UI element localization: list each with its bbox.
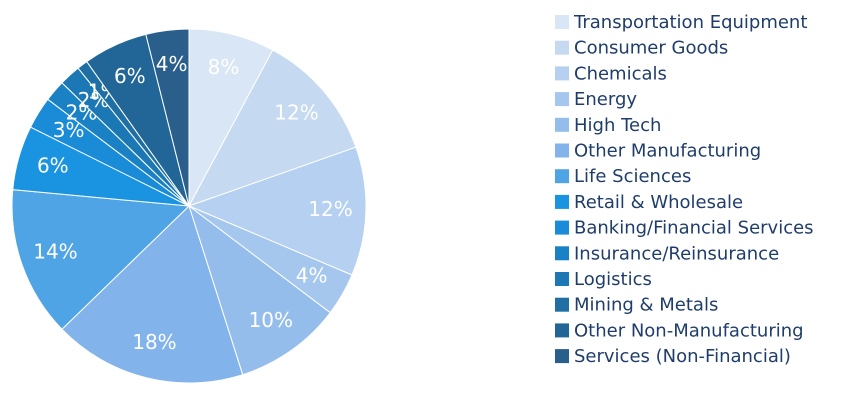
legend-swatch xyxy=(555,246,569,261)
data-label: 8% xyxy=(208,55,240,79)
legend-swatch xyxy=(555,323,569,338)
legend-swatch xyxy=(555,66,569,81)
data-label: 4% xyxy=(296,263,328,287)
legend-swatch xyxy=(555,117,569,132)
pie-slice xyxy=(145,28,190,207)
pie-slice xyxy=(188,204,331,376)
legend-label: Banking/Financial Services xyxy=(574,218,814,239)
data-label: 10% xyxy=(249,308,293,332)
legend-swatch xyxy=(555,15,569,29)
pie-slice xyxy=(187,49,357,207)
legend-label: Other Non-Manufacturing xyxy=(574,320,804,341)
legend-label: High Tech xyxy=(574,115,661,136)
data-label: 4% xyxy=(156,52,188,76)
legend-swatch xyxy=(555,349,569,364)
legend-swatch xyxy=(555,272,569,286)
legend-label: Logistics xyxy=(574,269,652,290)
pie-slice xyxy=(11,189,191,330)
legend-swatch xyxy=(555,194,569,209)
legend-swatch xyxy=(555,143,569,158)
data-label: 6% xyxy=(114,64,146,88)
legend-swatch xyxy=(555,169,569,184)
pie-slice xyxy=(61,205,244,384)
legend-swatch xyxy=(555,40,569,55)
legend-swatch xyxy=(555,220,569,235)
data-label: 12% xyxy=(308,197,352,221)
legend-label: Other Manufacturing xyxy=(574,141,761,162)
legend-swatch xyxy=(555,92,569,107)
legend-label: Consumer Goods xyxy=(574,38,728,59)
legend-label: Chemicals xyxy=(574,63,667,84)
legend-label: Life Sciences xyxy=(574,166,691,187)
legend-label: Mining & Metals xyxy=(574,295,718,316)
legend-swatch xyxy=(555,297,569,312)
legend-label: Insurance/Reinsurance xyxy=(574,243,779,264)
pie-slice xyxy=(187,146,367,276)
legend-label: Transportation Equipment xyxy=(573,12,807,33)
legend-label: Retail & Wholesale xyxy=(574,192,743,213)
data-label: 12% xyxy=(274,100,318,124)
legend-label: Energy xyxy=(574,89,637,110)
data-label: 14% xyxy=(33,240,77,264)
legend-label: Services (Non-Financial) xyxy=(574,346,791,367)
data-label: 18% xyxy=(132,330,176,354)
data-label: 6% xyxy=(37,154,69,178)
